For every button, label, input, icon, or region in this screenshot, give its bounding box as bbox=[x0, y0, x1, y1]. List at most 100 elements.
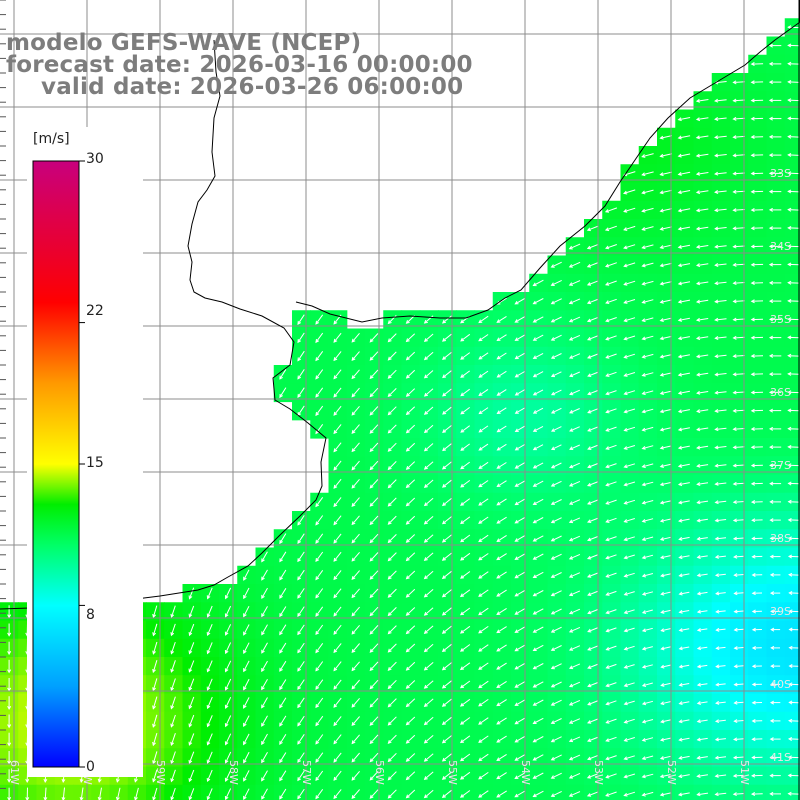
wind-arrow bbox=[568, 572, 581, 578]
wind-arrow bbox=[514, 699, 526, 706]
wind-arrow bbox=[441, 479, 452, 488]
wind-arrow bbox=[532, 279, 544, 287]
wind-arrow bbox=[514, 754, 526, 761]
wind-arrow bbox=[641, 627, 653, 633]
wind-arrow bbox=[423, 680, 434, 689]
wind-arrow bbox=[333, 624, 342, 635]
wind-arrow bbox=[423, 607, 434, 616]
wind-arrow bbox=[405, 789, 416, 799]
wind-arrow bbox=[496, 553, 507, 561]
wind-arrow bbox=[405, 351, 416, 361]
wind-arrow bbox=[750, 372, 764, 377]
wind-arrow bbox=[369, 625, 379, 635]
wind-arrow bbox=[769, 554, 781, 559]
wind-arrow bbox=[623, 262, 636, 268]
wind-arrow bbox=[714, 189, 727, 194]
wind-arrow bbox=[605, 499, 617, 505]
wind-arrow bbox=[369, 424, 379, 434]
wind-arrow bbox=[641, 700, 654, 706]
wind-arrow bbox=[243, 751, 250, 764]
wind-arrow bbox=[605, 627, 617, 633]
wind-arrow bbox=[623, 718, 635, 724]
wind-arrow bbox=[423, 735, 434, 744]
wind-arrow bbox=[387, 752, 397, 763]
wind-arrow bbox=[423, 406, 434, 415]
wind-arrow bbox=[586, 773, 599, 779]
wind-arrow bbox=[7, 659, 12, 674]
wind-arrow bbox=[750, 390, 764, 395]
wind-arrow bbox=[170, 605, 176, 618]
wind-arrow bbox=[333, 332, 342, 343]
wind-arrow bbox=[550, 553, 562, 560]
wind-arrow bbox=[478, 662, 489, 670]
lon-label: 54W bbox=[519, 760, 532, 785]
wind-arrow bbox=[714, 135, 727, 140]
wind-arrow bbox=[787, 299, 800, 303]
wind-arrow bbox=[369, 661, 379, 672]
wind-arrow bbox=[550, 663, 562, 670]
wind-arrow bbox=[188, 714, 195, 728]
wind-arrow bbox=[514, 480, 526, 487]
wind-arrow bbox=[423, 570, 434, 580]
wind-arrow bbox=[605, 718, 617, 724]
wind-arrow bbox=[605, 463, 617, 469]
wind-arrow bbox=[387, 643, 397, 653]
wind-arrow bbox=[369, 771, 379, 781]
wind-arrow bbox=[696, 627, 708, 632]
wind-arrow bbox=[787, 463, 800, 468]
wind-cell bbox=[401, 784, 421, 800]
wind-arrow bbox=[659, 335, 672, 341]
wind-arrow bbox=[605, 517, 617, 523]
wind-arrow bbox=[188, 678, 195, 692]
wind-arrow bbox=[441, 498, 452, 507]
wind-arrow bbox=[586, 262, 599, 268]
wind-arrow bbox=[460, 516, 471, 525]
wind-arrow bbox=[587, 718, 599, 724]
wind-arrow bbox=[696, 390, 709, 395]
wind-arrow bbox=[423, 589, 434, 598]
wind-arrow bbox=[442, 388, 452, 397]
wind-arrow bbox=[659, 208, 672, 213]
wind-arrow bbox=[568, 590, 581, 597]
wind-arrow bbox=[714, 354, 727, 359]
wind-arrow bbox=[623, 372, 636, 377]
wind-arrow bbox=[641, 609, 653, 614]
wind-arrow bbox=[568, 280, 581, 286]
wind-arrow bbox=[369, 716, 379, 726]
wind-arrow bbox=[478, 680, 489, 689]
colorbar-tick-30: 30 bbox=[86, 151, 104, 167]
wind-arrow bbox=[351, 387, 360, 398]
wind-arrow bbox=[677, 281, 691, 286]
lon-label: 55W bbox=[446, 760, 459, 785]
wind-arrow bbox=[750, 317, 764, 322]
model-title: modelo GEFS-WAVE (NCEP) bbox=[6, 30, 362, 56]
colorbar-tick-0: 0 bbox=[86, 759, 95, 775]
wind-arrow bbox=[587, 517, 599, 523]
wind-arrow bbox=[441, 516, 452, 525]
wind-arrow bbox=[315, 332, 324, 344]
wind-arrow bbox=[550, 718, 562, 724]
wind-arrow bbox=[333, 588, 342, 599]
wind-arrow bbox=[405, 698, 416, 708]
wind-arrow bbox=[532, 699, 544, 706]
wind-arrow bbox=[261, 770, 268, 782]
wind-arrow bbox=[387, 734, 397, 744]
wind-arrow bbox=[732, 208, 745, 213]
wind-arrow bbox=[279, 733, 287, 745]
wind-arrow bbox=[532, 535, 544, 542]
wind-arrow bbox=[532, 425, 544, 432]
wind-arrow bbox=[714, 737, 726, 742]
wind-arrow bbox=[460, 352, 471, 360]
wind-arrow bbox=[586, 791, 599, 797]
wind-arrow bbox=[532, 352, 544, 359]
wind-arrow bbox=[732, 792, 745, 797]
wind-arrow bbox=[261, 660, 268, 673]
wind-arrow bbox=[677, 500, 690, 505]
wind-cell bbox=[511, 784, 530, 800]
colorbar bbox=[27, 127, 143, 777]
wind-arrow bbox=[261, 569, 268, 581]
wind-arrow bbox=[769, 773, 781, 778]
wind-arrow bbox=[769, 700, 781, 705]
wind-arrow bbox=[351, 734, 360, 745]
wind-arrow bbox=[315, 643, 324, 654]
